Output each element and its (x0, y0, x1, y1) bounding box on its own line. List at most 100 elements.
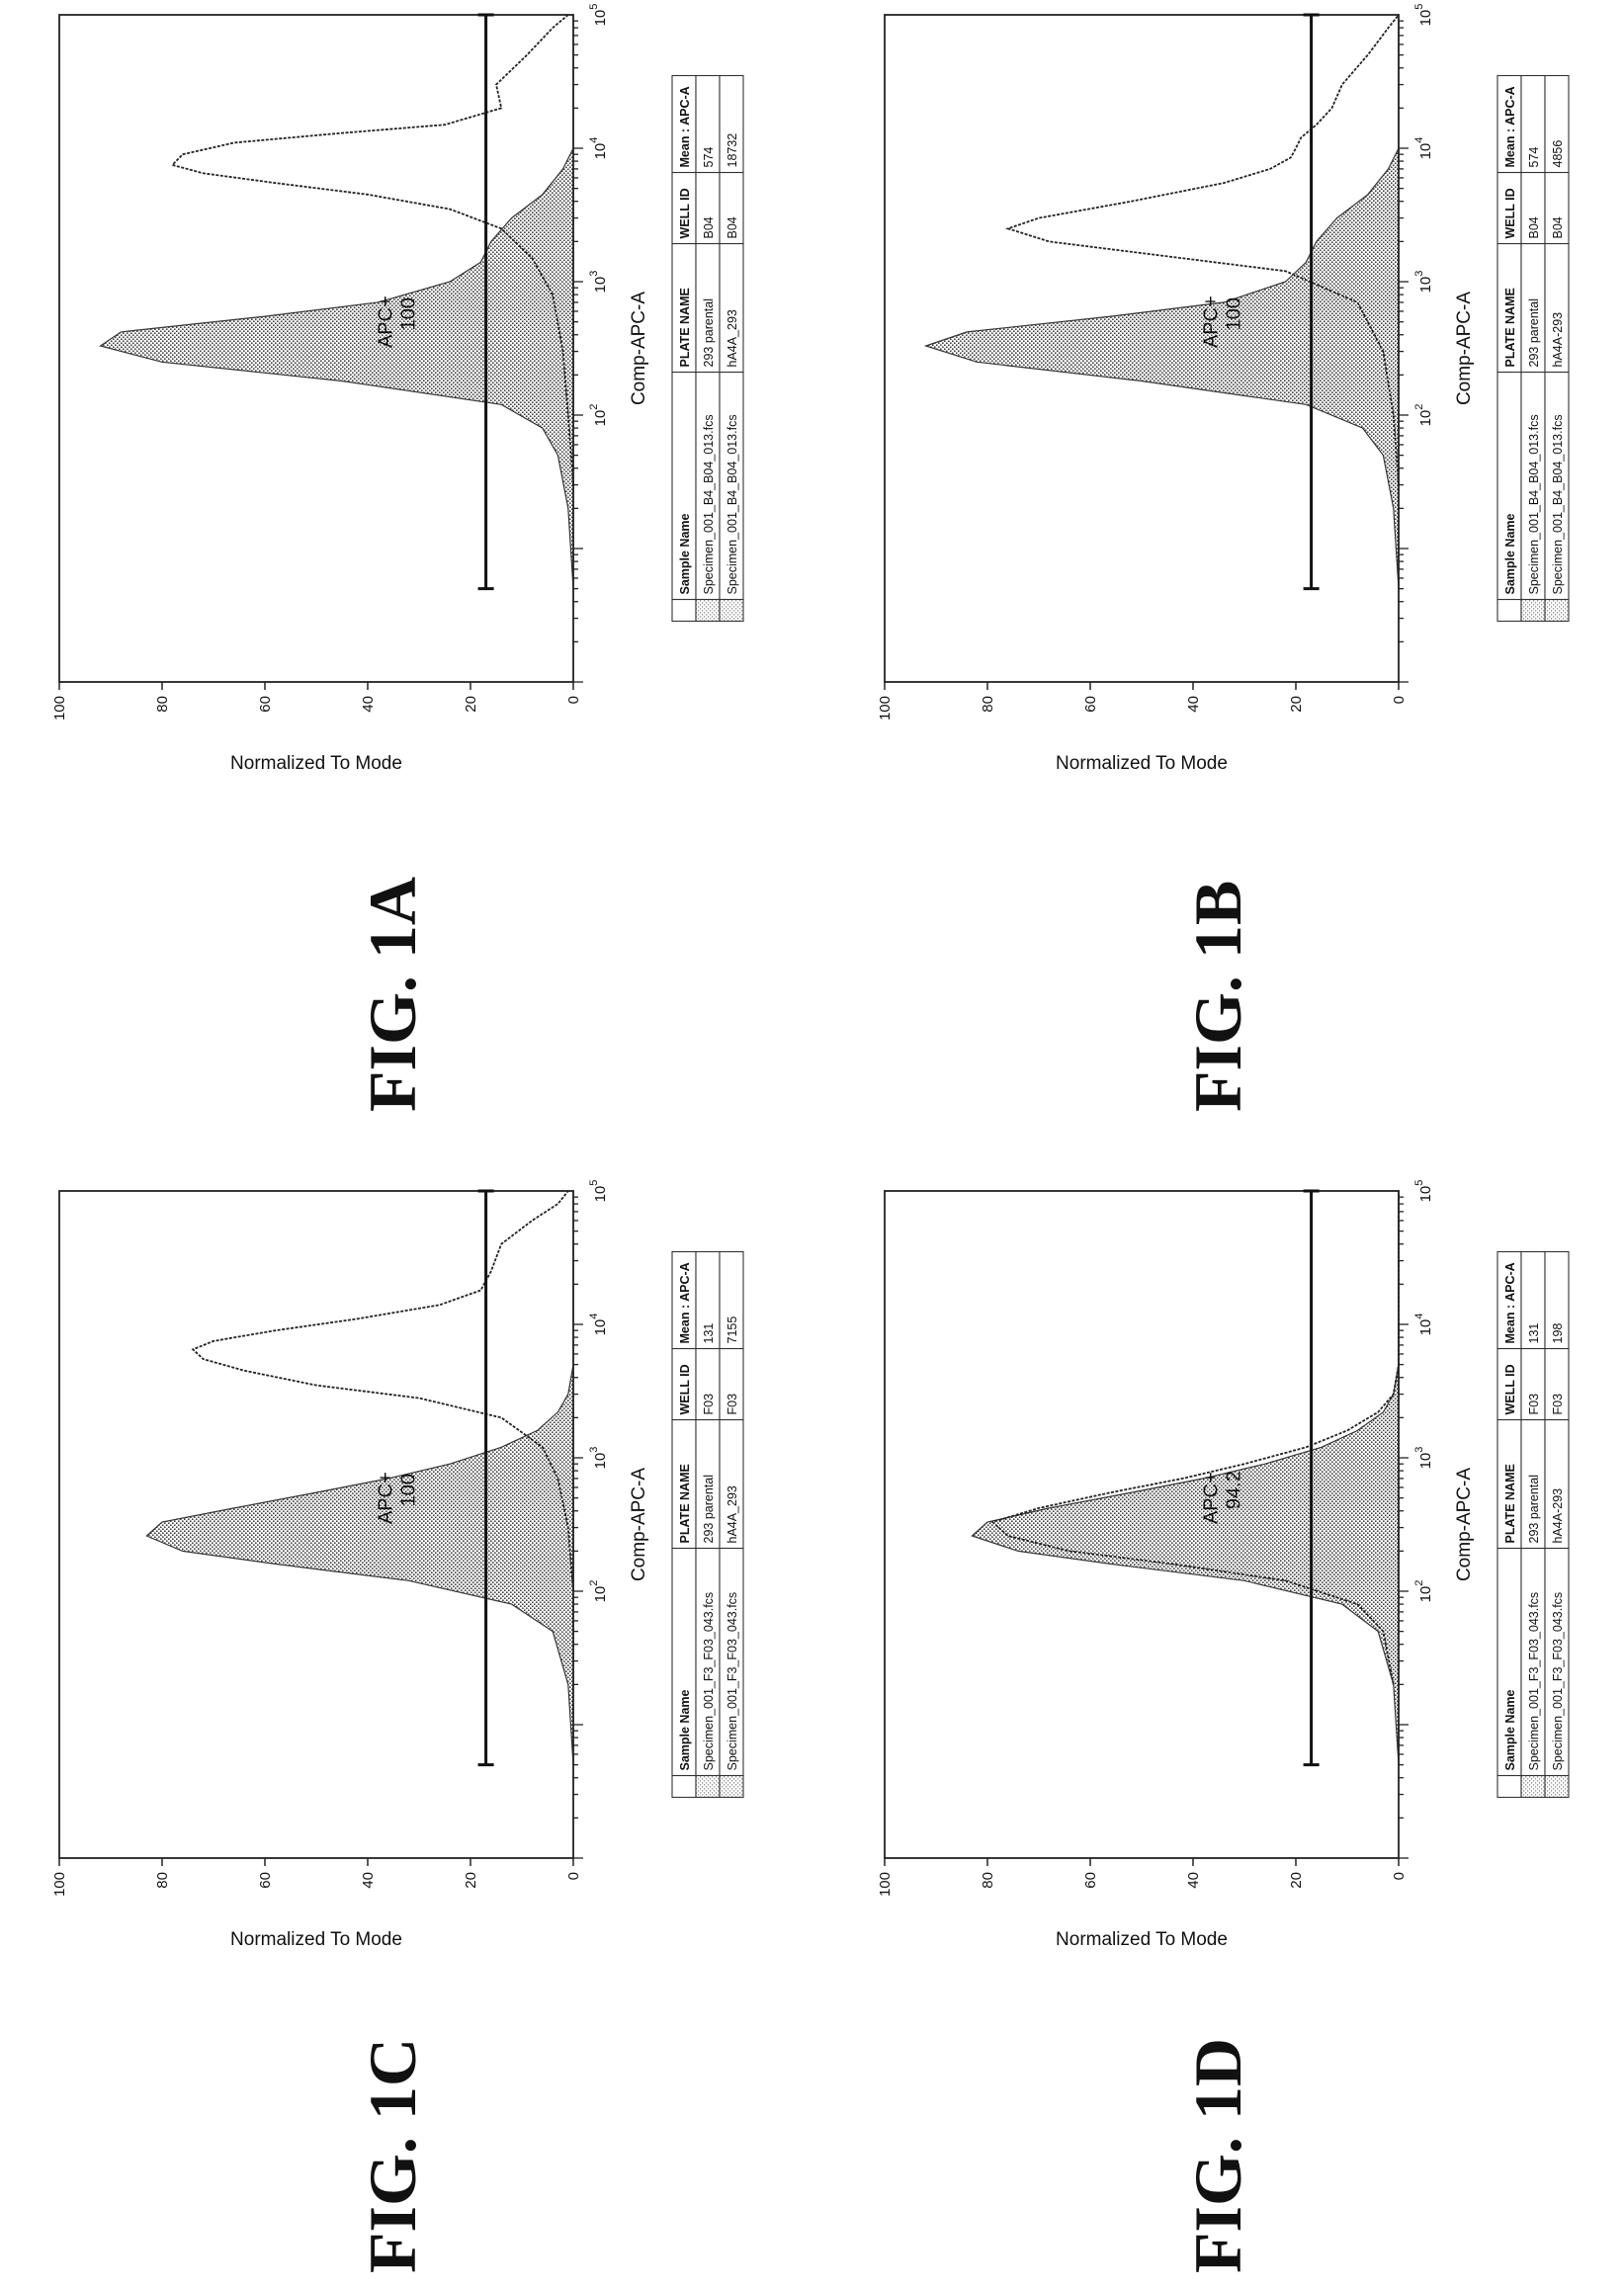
x-axis-title: Comp-APC-A (629, 1468, 649, 1581)
y-tick-label: 100 (877, 1872, 894, 1897)
gate-label: APC+ (1201, 296, 1223, 348)
table-cell (720, 600, 743, 622)
table-cell-text: 293 parental (1527, 1475, 1541, 1544)
x-tick-label: 102 (588, 404, 609, 427)
gate-value: 100 (398, 1474, 420, 1506)
sample-table: Sample NamePLATE NAMEWELL IDMean : APC-A… (1497, 76, 1569, 622)
x-tick-label: 105 (1413, 1180, 1434, 1203)
table-header-cell: PLATE NAME (678, 1464, 692, 1543)
table-row: Specimen_001_F3_F03_043.fcshA4A_293F0371… (720, 1252, 743, 1798)
x-axis-title: Comp-APC-A (1454, 292, 1475, 405)
table-cell-text: 7155 (726, 1316, 739, 1344)
y-tick-label: 60 (257, 696, 274, 713)
table-row: Specimen_001_B4_B04_013.fcs hA4A_293 B04 18… (720, 76, 743, 622)
table-header-row: Sample NamePLATE NAMEWELL IDMean : APC-A (1497, 1252, 1521, 1798)
table-cell-text: 293 parental (702, 298, 716, 368)
table-cell-text: Specimen_001_F3_F03_043.fcs (702, 1592, 716, 1771)
x-tick-label: 105 (588, 4, 609, 27)
table-cell (1545, 600, 1569, 622)
x-tick-label: 103 (588, 1447, 609, 1470)
table-cell-text: 4856 (1551, 140, 1565, 168)
table-header-cell: Mean : APC-A (678, 86, 692, 167)
x-axis-title: Comp-APC-A (629, 292, 649, 405)
x-tick-label: 104 (1413, 1314, 1434, 1336)
x-tick-label: 105 (1413, 4, 1434, 27)
table-header-cell: Mean : APC-A (1503, 86, 1517, 167)
gate-label: APC+ (1201, 1472, 1223, 1524)
table-header-cell: Mean : APC-A (678, 1262, 692, 1343)
table-header-cell: PLATE NAME (678, 288, 692, 367)
table-row: Specimen_001_B4_B04_013.fcs 293 parental B… (1521, 76, 1545, 622)
table-cell-text: Specimen_001_B4_B04_013.fcs (1527, 414, 1541, 594)
y-tick-label: 20 (463, 1872, 479, 1889)
table-header-cell: Sample Name (678, 513, 692, 594)
table-row: Specimen_001_F3_F03_043.fcs293 parentalF… (696, 1252, 720, 1798)
table-cell (1521, 600, 1545, 622)
table-cell-text: F03 (702, 1394, 716, 1415)
table-cell-text: 131 (702, 1323, 716, 1344)
x-axis-title: Comp-APC-A (1454, 1468, 1475, 1581)
table-cell-text: 293 parental (1527, 298, 1541, 368)
x-tick-label: 105 (588, 1180, 609, 1203)
table-cell (672, 600, 696, 622)
x-tick-label: 102 (588, 1580, 609, 1603)
histogram-filled-series (926, 15, 1399, 589)
table-cell-text: Specimen_001_B4_B04_013.fcs (726, 414, 739, 594)
y-tick-label: 80 (154, 696, 171, 713)
table-header-cell: Sample Name (1503, 513, 1517, 594)
fig-1d-panel: FIG. 1DAPC+94.2020406080100102103104105C… (877, 1180, 1569, 2273)
table-header-row: Sample Name PLATE NAME WELL ID Mean : APC-A (672, 76, 696, 622)
x-tick-label: 104 (588, 1314, 609, 1336)
table-cell-text: 18732 (726, 133, 739, 168)
y-axis-title: Normalized To Mode (230, 753, 402, 774)
y-tick-label: 0 (1391, 696, 1408, 704)
table-cell (1545, 1776, 1569, 1798)
y-axis-title: Normalized To Mode (230, 1929, 402, 1950)
figure-label: FIG. 1D (1180, 2038, 1255, 2273)
y-tick-label: 100 (51, 1872, 68, 1897)
table-cell-text: F03 (1551, 1394, 1565, 1415)
table-cell-text: hA4A_293 (726, 1485, 739, 1543)
fig-1c-panel: FIG. 1CAPC+100020406080100102103104105Co… (51, 1180, 743, 2273)
y-tick-label: 40 (1185, 696, 1202, 713)
table-cell-text: Specimen_001_F3_F03_043.fcs (726, 1592, 739, 1771)
table-cell-text: B04 (726, 216, 739, 238)
histogram-filled-series (146, 1191, 573, 1765)
gate-label: APC+ (376, 296, 397, 348)
x-tick-label: 102 (1413, 404, 1434, 427)
y-tick-label: 0 (565, 1872, 582, 1880)
table-header-cell: WELL ID (678, 188, 692, 238)
y-tick-label: 20 (463, 696, 479, 713)
histogram-plot: APC+100020406080100102103104105Comp-APC-… (51, 1180, 743, 1950)
table-cell-text: B04 (1551, 216, 1565, 238)
table-header-cell: WELL ID (1503, 188, 1517, 238)
histogram-plot: APC+94.2020406080100102103104105Comp-APC… (877, 1180, 1569, 1950)
histogram-plot: APC+100020406080100102103104105Comp-APC-… (877, 4, 1569, 774)
table-cell-text: F03 (1527, 1394, 1541, 1415)
x-tick-label: 103 (588, 271, 609, 294)
gate-value: 100 (398, 297, 420, 330)
table-cell-text: B04 (1527, 216, 1541, 238)
y-tick-label: 20 (1288, 1872, 1305, 1889)
y-tick-label: 100 (877, 696, 894, 721)
y-tick-label: 80 (980, 1872, 996, 1889)
table-cell-text: hA4A_293 (726, 309, 739, 367)
table-row: Specimen_001_B4_B04_013.fcshA4A-293B0448… (1545, 76, 1569, 622)
table-cell-text: B04 (702, 216, 716, 238)
y-tick-label: 60 (1082, 696, 1099, 713)
figure-label: FIG. 1C (355, 2038, 430, 2273)
table-cell-text: 198 (1551, 1323, 1565, 1344)
sample-table: Sample NamePLATE NAMEWELL IDMean : APC-A… (672, 1252, 743, 1798)
y-tick-label: 40 (360, 1872, 377, 1889)
table-header-cell: Sample Name (678, 1689, 692, 1770)
table-cell-text: Specimen_001_B4_B04_013.fcs (702, 414, 716, 594)
x-tick-label: 103 (1413, 1447, 1434, 1470)
sample-table: Sample Name PLATE NAME WELL ID Mean : APC-A… (672, 76, 743, 622)
gate-label: APC+ (376, 1472, 397, 1524)
table-header-cell: WELL ID (1503, 1364, 1517, 1414)
table-row: Specimen_001_F3_F03_043.fcs293 parentalF… (1521, 1252, 1545, 1798)
histogram-filled-series (101, 15, 573, 589)
table-cell (672, 1776, 696, 1798)
histogram-plot: APC+100020406080100102103104105Comp-APC-… (51, 4, 743, 774)
y-tick-label: 60 (1082, 1872, 1099, 1889)
